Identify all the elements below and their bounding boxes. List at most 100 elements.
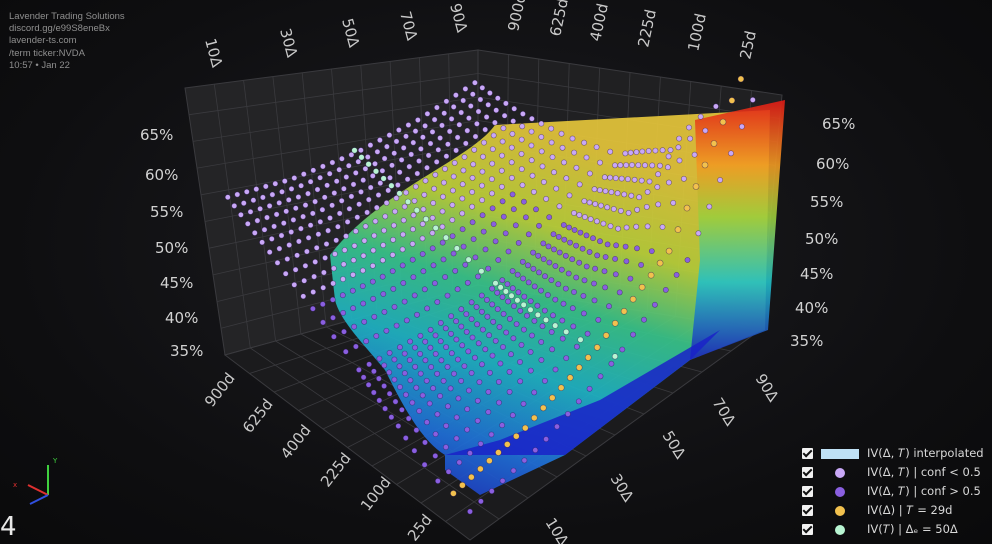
- data-point: [538, 339, 545, 345]
- data-point: [409, 256, 416, 263]
- data-point: [396, 190, 403, 197]
- data-point: [450, 104, 457, 110]
- data-point: [428, 364, 434, 370]
- data-point: [548, 277, 555, 283]
- data-point: [319, 301, 326, 308]
- data-point: [231, 202, 238, 209]
- data-point: [279, 188, 285, 195]
- data-point: [597, 373, 604, 380]
- data-point: [458, 377, 464, 384]
- data-point: [483, 114, 490, 120]
- z-tick-label: 60%: [816, 155, 849, 173]
- data-point: [492, 337, 499, 344]
- legend-item-fixed-tenor[interactable]: IV(Δ) | 𝑇 = 29d: [802, 501, 984, 520]
- data-point: [665, 153, 672, 160]
- data-point: [634, 245, 640, 252]
- data-point: [376, 355, 383, 362]
- data-point: [360, 177, 367, 183]
- data-point: [473, 304, 480, 310]
- data-point: [467, 450, 473, 456]
- data-point: [652, 301, 658, 308]
- legend-swatch: [821, 448, 859, 459]
- data-point: [619, 346, 626, 353]
- data-point: [518, 136, 525, 143]
- data-point: [621, 191, 628, 198]
- data-point: [622, 243, 629, 250]
- data-point: [409, 399, 416, 406]
- data-point: [607, 174, 613, 181]
- data-point: [234, 191, 241, 198]
- data-point: [561, 236, 568, 243]
- data-point: [403, 317, 410, 324]
- data-point: [691, 151, 698, 158]
- data-point: [268, 235, 275, 242]
- data-point: [548, 329, 555, 335]
- data-point: [292, 266, 299, 273]
- data-point: [444, 403, 451, 410]
- data-point: [673, 271, 680, 278]
- data-point: [520, 111, 526, 117]
- data-point: [297, 225, 304, 232]
- data-point: [330, 333, 337, 340]
- legend-checkbox[interactable]: [802, 467, 813, 478]
- data-point: [469, 174, 476, 181]
- data-point: [442, 165, 448, 172]
- data-point: [315, 231, 322, 238]
- data-point: [383, 143, 390, 150]
- data-point: [509, 268, 516, 274]
- data-point: [574, 343, 580, 350]
- data-point: [437, 338, 444, 345]
- data-point: [365, 196, 372, 203]
- data-point: [586, 385, 593, 392]
- data-point: [611, 353, 619, 360]
- data-point: [687, 135, 693, 142]
- legend-swatch: [821, 467, 859, 478]
- data-point: [536, 269, 542, 276]
- website-link[interactable]: lavender-ts.com: [9, 35, 77, 47]
- data-point: [586, 249, 593, 255]
- data-point: [598, 202, 604, 209]
- discord-link[interactable]: discord.gg/e99S8eneBx: [9, 23, 110, 35]
- legend-item-fixed-delta[interactable]: IV(𝑇) | Δₑ = 50Δ: [802, 520, 984, 539]
- data-point: [390, 222, 397, 229]
- data-point: [489, 285, 495, 292]
- data-point: [354, 214, 361, 221]
- data-point: [520, 301, 527, 309]
- data-point: [449, 202, 456, 208]
- data-point: [329, 296, 336, 303]
- legend-checkbox[interactable]: [802, 505, 813, 516]
- legend-checkbox[interactable]: [802, 524, 813, 535]
- legend-label: IV(Δ, 𝑇) interpolated: [867, 446, 984, 460]
- legend-item-conf-high[interactable]: IV(Δ, 𝑇) | conf > 0.5: [802, 482, 984, 501]
- data-point: [393, 195, 400, 201]
- legend-item-conf-low[interactable]: IV(Δ, 𝑇) | conf < 0.5: [802, 463, 984, 482]
- data-point: [282, 270, 289, 277]
- legend-checkbox[interactable]: [802, 448, 813, 459]
- data-point: [548, 125, 555, 132]
- data-point: [633, 223, 640, 230]
- data-point: [370, 247, 377, 254]
- data-point: [350, 271, 356, 278]
- data-point: [479, 182, 485, 189]
- data-point: [422, 123, 428, 129]
- data-point: [393, 322, 400, 329]
- data-point: [367, 184, 374, 191]
- data-point: [341, 247, 348, 253]
- data-point: [439, 223, 446, 230]
- data-point: [569, 135, 576, 142]
- info-panel: Lavender Trading Solutions discord.gg/e9…: [9, 11, 125, 72]
- data-point: [512, 432, 520, 440]
- data-point: [412, 363, 418, 370]
- data-point: [419, 235, 426, 242]
- data-point: [414, 117, 421, 123]
- data-point: [587, 216, 594, 222]
- data-point: [319, 163, 326, 170]
- data-point: [648, 248, 655, 254]
- legend-checkbox[interactable]: [802, 486, 813, 497]
- tenor-tick-label: 625d: [239, 395, 277, 436]
- legend-item-interpolated[interactable]: IV(Δ, 𝑇) interpolated: [802, 444, 984, 463]
- data-point: [395, 127, 402, 133]
- data-point: [330, 265, 337, 272]
- data-point: [439, 239, 446, 246]
